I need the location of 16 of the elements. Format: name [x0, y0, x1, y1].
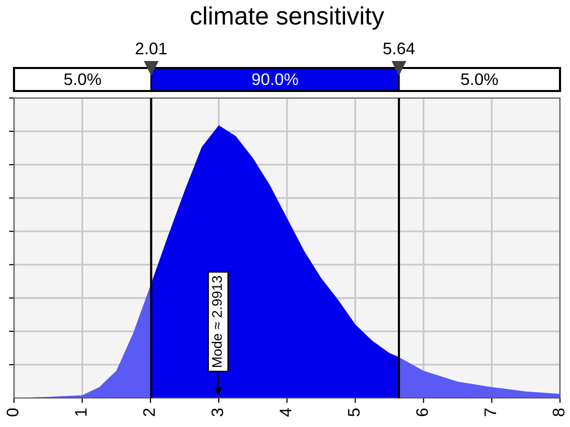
x-tick-label: 7: [484, 408, 496, 416]
chart-title: climate sensitivity: [190, 6, 384, 30]
ref-line-label: 5.64: [383, 42, 415, 54]
ref-line-label: 2.01: [136, 42, 167, 54]
annotation: Mode ≈ 2.9913: [212, 276, 222, 367]
text: 90.0%: [252, 73, 298, 86]
x-tick-label: 3: [211, 408, 224, 416]
x-tick-label: 0: [6, 408, 18, 416]
text: 5.0%: [461, 73, 498, 86]
x-tick-label: 4: [280, 408, 292, 417]
x-tick-label: 1: [75, 408, 87, 416]
x-tick-label: 6: [416, 408, 428, 416]
x-tick-label: 5: [348, 408, 360, 416]
x-tick-label: 8: [552, 408, 564, 416]
text: 5.0%: [64, 73, 101, 86]
x-tick-label: 2: [143, 408, 155, 416]
